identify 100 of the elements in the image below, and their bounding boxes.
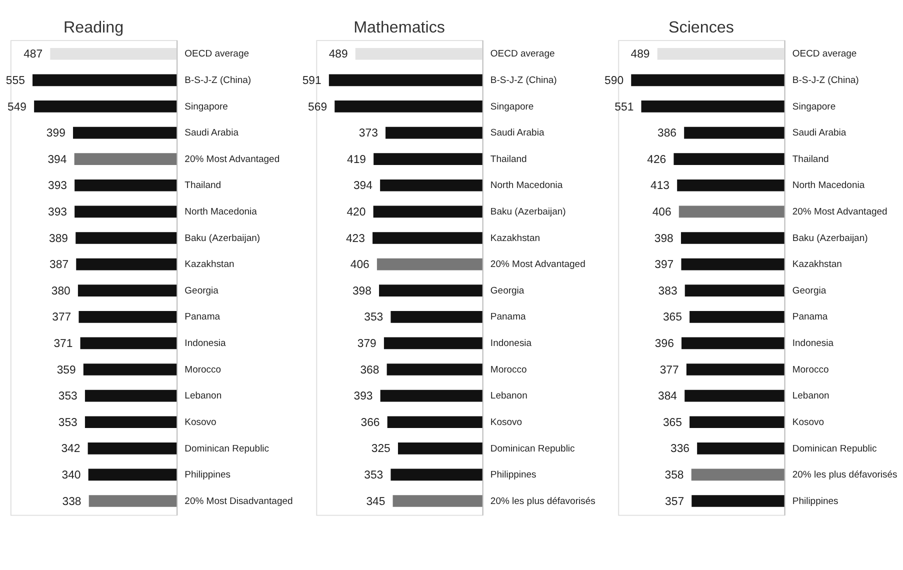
y-tick-label: 20% les plus défavorisés (490, 496, 596, 507)
y-tick-label: Singapore (490, 101, 534, 112)
y-tick-label: 20% Most Advantaged (184, 154, 280, 165)
data-label: 325 (371, 443, 390, 456)
bar (390, 310, 482, 323)
bar (372, 232, 482, 244)
bar (386, 126, 482, 139)
bar (692, 495, 784, 507)
data-label: 377 (660, 364, 679, 376)
data-label: 365 (662, 312, 682, 324)
y-tick-label: Baku (Azerbaijan) (490, 206, 566, 218)
y-tick-label: Kazakhstan (792, 259, 842, 270)
bar (392, 495, 482, 507)
y-tick-label: Kosovo (792, 416, 824, 428)
data-label: 359 (56, 364, 76, 376)
y-tick-label: OECD average (792, 48, 857, 60)
data-label: 353 (364, 470, 384, 482)
data-label: 377 (52, 312, 72, 324)
y-tick-label: Baku (Azerbaijan) (184, 232, 260, 244)
y-tick-label: Singapore (184, 101, 228, 112)
chart-title: Mathematics (354, 18, 445, 36)
y-tick-label: Dominican Republic (184, 443, 270, 454)
y-tick-label: B-S-J-Z (China) (184, 75, 252, 86)
bar (76, 258, 177, 270)
bar (373, 206, 482, 218)
y-tick-label: Indonesia (792, 338, 834, 350)
bar (386, 364, 482, 376)
data-label: 487 (24, 48, 43, 61)
y-tick-label: Thailand (490, 154, 527, 165)
data-label: 379 (357, 338, 376, 350)
data-label: 406 (350, 259, 370, 272)
bar (334, 100, 482, 112)
bar (376, 258, 482, 270)
bar (387, 416, 482, 428)
data-label: 371 (54, 338, 73, 350)
data-label: 423 (346, 232, 365, 245)
bar (384, 337, 482, 350)
data-label: 551 (614, 101, 634, 114)
data-label: 353 (58, 416, 78, 429)
bar (380, 179, 482, 192)
data-label: 342 (61, 443, 80, 456)
y-tick-label: Panama (184, 312, 221, 323)
y-tick-label: Philippines (490, 470, 537, 481)
data-label: 345 (366, 496, 386, 508)
y-tick-label: Georgia (792, 285, 827, 296)
y-tick-label: Lebanon (490, 390, 528, 402)
bar (684, 390, 784, 402)
bar (73, 126, 177, 139)
y-tick-label: 20% Most Disadvantaged (184, 496, 293, 507)
data-label: 387 (50, 259, 69, 272)
bar (690, 416, 784, 428)
bar (83, 364, 177, 376)
y-tick-label: Dominican Republic (490, 443, 576, 454)
y-tick-label: Lebanon (792, 390, 830, 402)
bar (74, 206, 177, 218)
bar (88, 495, 177, 507)
y-tick-label: Saudi Arabia (184, 128, 240, 139)
data-label: 380 (51, 285, 70, 298)
data-label: 393 (48, 206, 67, 218)
y-tick-label: Singapore (792, 101, 836, 112)
bar (50, 48, 177, 60)
data-label: 413 (650, 180, 670, 192)
y-tick-label: Thailand (792, 154, 829, 165)
y-tick-label: 20% les plus défavorisés (792, 470, 898, 481)
bar (32, 74, 177, 86)
y-tick-label: Georgia (490, 285, 525, 296)
y-tick-label: 20% Most Advantaged (792, 206, 888, 218)
data-label: 353 (58, 390, 78, 403)
bar (74, 179, 177, 192)
bar (684, 284, 784, 297)
bar (34, 100, 177, 112)
bar (84, 416, 177, 428)
y-tick-label: 20% Most Advantaged (490, 259, 586, 270)
y-tick-label: Indonesia (490, 338, 532, 350)
data-label: 393 (354, 390, 373, 403)
data-label: 399 (46, 128, 66, 140)
data-label: 373 (358, 128, 378, 140)
data-label: 489 (630, 48, 650, 61)
y-tick-label: Thailand (184, 180, 222, 192)
bar (680, 232, 784, 244)
data-label: 489 (328, 48, 348, 61)
data-label: 396 (654, 338, 674, 350)
bar (78, 310, 177, 323)
bar (76, 232, 177, 244)
data-label: 419 (346, 154, 366, 166)
chart-title: Sciences (668, 18, 734, 36)
y-tick-label: North Macedonia (490, 180, 564, 192)
data-label: 386 (658, 128, 676, 140)
bar (374, 153, 482, 165)
data-label: 357 (665, 496, 684, 508)
bar (686, 364, 784, 376)
bar (78, 284, 177, 297)
data-label: 590 (604, 74, 624, 87)
bar (684, 126, 784, 139)
data-label: 393 (48, 180, 67, 192)
y-tick-label: Indonesia (184, 338, 227, 350)
bar (398, 442, 482, 454)
bar (678, 206, 784, 218)
y-tick-label: North Macedonia (184, 206, 258, 218)
data-label: 398 (352, 285, 372, 298)
